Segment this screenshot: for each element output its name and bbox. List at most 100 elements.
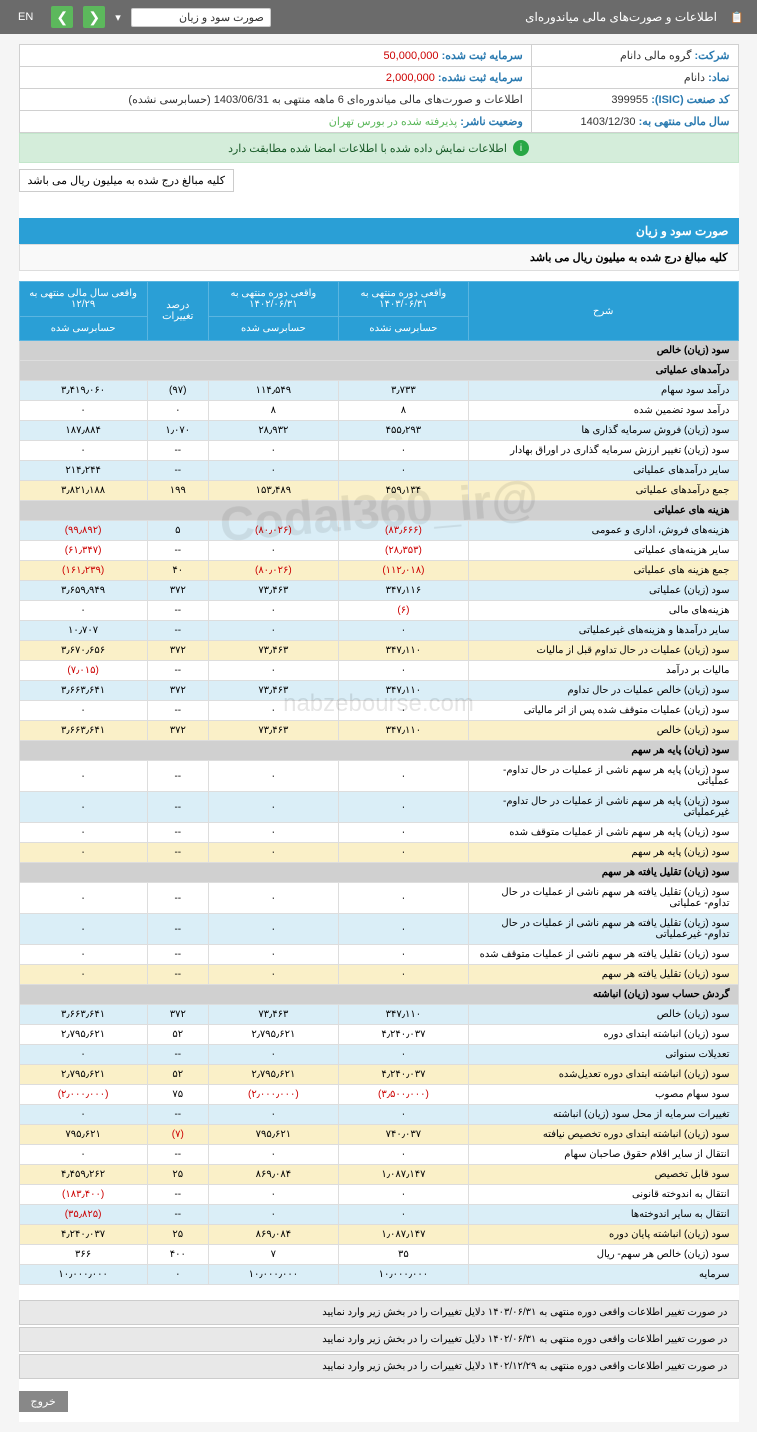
capital-unreg-value: 2,000,000 — [386, 72, 435, 84]
row-value: -- — [147, 621, 208, 641]
row-value: ۱۸۷٫۸۸۴ — [19, 421, 147, 441]
row-value: ۳٫۸۲۱٫۱۸۸ — [19, 481, 147, 501]
row-value: (۲٫۰۰۰٫۰۰۰) — [19, 1085, 147, 1105]
row-value: ۰ — [338, 1045, 468, 1065]
row-value: ۴٫۲۴۰٫۰۳۷ — [19, 1225, 147, 1245]
row-value: -- — [147, 965, 208, 985]
row-value: ۰ — [19, 701, 147, 721]
dropdown-arrow-icon[interactable]: ▾ — [115, 11, 121, 24]
table-row: سود (زیان) عملیات در حال تداوم قبل از ما… — [19, 641, 738, 661]
row-value: ۰ — [147, 1265, 208, 1285]
table-row: سود (زیان) تقلیل یافته هر سهم۰۰--۰ — [19, 965, 738, 985]
row-value: (۳۵٫۸۲۵) — [19, 1205, 147, 1225]
row-value: (۱۶۱٫۲۳۹) — [19, 561, 147, 581]
row-value: ۸ — [208, 401, 338, 421]
table-row: تغییرات سرمایه از محل سود (زیان) انباشته… — [19, 1105, 738, 1125]
info-icon: i — [513, 140, 529, 156]
row-label: تعدیلات سنواتی — [468, 1045, 738, 1065]
row-value: ۰ — [338, 621, 468, 641]
row-value: ۰ — [338, 661, 468, 681]
report-dropdown[interactable]: صورت سود و زیان — [131, 8, 271, 27]
row-value: ۸۶۹٫۰۸۴ — [208, 1165, 338, 1185]
group-label: هزینه های عملیاتی — [19, 501, 738, 521]
row-value: ۳٫۶۶۳٫۶۴۱ — [19, 681, 147, 701]
row-value: ۱٫۰۸۷٫۱۴۷ — [338, 1225, 468, 1245]
row-label: سود (زیان) خالص — [468, 1005, 738, 1025]
row-value: ۰ — [208, 823, 338, 843]
table-row: سود (زیان) پایه هر سهم۰۰--۰ — [19, 843, 738, 863]
row-value: ۱۰٫۷۰۷ — [19, 621, 147, 641]
table-row: سود (زیان) فروش سرمایه گذاری ها۴۵۵٫۲۹۳۲۸… — [19, 421, 738, 441]
row-value: ۰ — [208, 883, 338, 914]
row-value: ۰ — [208, 601, 338, 621]
row-label: سود (زیان) عملیاتی — [468, 581, 738, 601]
row-value: ۰ — [338, 1145, 468, 1165]
table-row: سود (زیان) تغییر ارزش سرمایه گذاری در او… — [19, 441, 738, 461]
col-year: واقعی سال مالی منتهی به ۱۲/۲۹ — [19, 282, 147, 317]
row-value: ۰ — [208, 1145, 338, 1165]
company-info-table: شرکت: گروه مالی دانام سرمایه ثبت شده: 50… — [19, 44, 739, 133]
row-value: (۸۰٫۰۲۶) — [208, 521, 338, 541]
row-value: ۳٫۴۱۹٫۰۶۰ — [19, 381, 147, 401]
row-value: -- — [147, 883, 208, 914]
row-label: انتقال به اندوخته‌ قانونی — [468, 1185, 738, 1205]
row-label: سود قابل تخصیص — [468, 1165, 738, 1185]
row-value: ۰ — [338, 883, 468, 914]
row-value: ۰ — [208, 1105, 338, 1125]
row-value: ۰ — [208, 1205, 338, 1225]
table-row: جمع هزینه های عملیاتی(۱۱۲٫۰۱۸)(۸۰٫۰۲۶)۴۰… — [19, 561, 738, 581]
row-value: (۱۸۳٫۴۰۰) — [19, 1185, 147, 1205]
row-label: سود (زیان) پایه هر سهم ناشی از عملیات در… — [468, 761, 738, 792]
table-row: سود (زیان) خالص هر سهم- ریال۳۵۷۴۰۰۳۶۶ — [19, 1245, 738, 1265]
section-title: صورت سود و زیان — [19, 218, 739, 244]
row-value: ۷۹۵٫۶۲۱ — [208, 1125, 338, 1145]
row-value: ۱٫۰۷۰ — [147, 421, 208, 441]
row-value: ۰ — [208, 461, 338, 481]
row-value: (۷) — [147, 1125, 208, 1145]
row-value: (۸۰٫۰۲۶) — [208, 561, 338, 581]
table-row: سایر درآمدهای عملیاتی۰۰--۲۱۴٫۲۴۴ — [19, 461, 738, 481]
row-value: ۰ — [338, 823, 468, 843]
table-row: هزینه‌های مالی(۶)۰--۰ — [19, 601, 738, 621]
row-value: -- — [147, 701, 208, 721]
row-value: ۰ — [208, 945, 338, 965]
table-row: سود (زیان) تقلیل یافته هر سهم ناشی از عم… — [19, 883, 738, 914]
row-label: سود (زیان) تقلیل یافته هر سهم ناشی از عم… — [468, 945, 738, 965]
row-value: (۸۳٫۶۶۶) — [338, 521, 468, 541]
row-value: ۷۵ — [147, 1085, 208, 1105]
exit-button[interactable]: خروج — [19, 1391, 68, 1412]
footer-note-3: در صورت تغییر اطلاعات واقعی دوره منتهی ب… — [19, 1354, 739, 1379]
row-value: ۰ — [338, 1105, 468, 1125]
next-button[interactable]: ❯ — [51, 6, 73, 28]
table-row: انتقال به اندوخته‌ قانونی۰۰--(۱۸۳٫۴۰۰) — [19, 1185, 738, 1205]
prev-button[interactable]: ❮ — [83, 6, 105, 28]
table-row: سرمایه۱۰٫۰۰۰٫۰۰۰۱۰٫۰۰۰٫۰۰۰۰۱۰٫۰۰۰٫۰۰۰ — [19, 1265, 738, 1285]
language-toggle[interactable]: EN — [10, 9, 41, 25]
row-value: ۷۳٫۴۶۳ — [208, 1005, 338, 1025]
row-label: سود (زیان) خالص هر سهم- ریال — [468, 1245, 738, 1265]
table-row: جمع درآمدهای عملیاتی۴۵۹٫۱۳۴۱۵۳٫۴۸۹۱۹۹۳٫۸… — [19, 481, 738, 501]
table-row: درآمدهای عملیاتی — [19, 361, 738, 381]
row-label: سود (زیان) تقلیل یافته هر سهم ناشی از عم… — [468, 883, 738, 914]
row-value: ۷۳٫۴۶۳ — [208, 681, 338, 701]
row-label: تغییرات سرمایه از محل سود (زیان) انباشته — [468, 1105, 738, 1125]
row-value: ۳٫۶۵۹٫۹۴۹ — [19, 581, 147, 601]
row-label: سود (زیان) پایه هر سهم — [468, 843, 738, 863]
table-row: درآمد سود تضمین شده۸۸۰۰ — [19, 401, 738, 421]
row-value: ۳۵ — [338, 1245, 468, 1265]
table-row: سود (زیان) انباشته‌ پايان‌ دوره۱٫۰۸۷٫۱۴۷… — [19, 1225, 738, 1245]
row-value: ۳۴۷٫۱۱۰ — [338, 1005, 468, 1025]
row-label: سود (زیان) تقلیل یافته هر سهم — [468, 965, 738, 985]
row-value: ۰ — [338, 945, 468, 965]
alert-text: اطلاعات نمایش داده شده با اطلاعات امضا ش… — [228, 142, 507, 155]
row-value: -- — [147, 661, 208, 681]
col-sub5: حسابرسی شده — [19, 317, 147, 341]
row-value: ۵۲ — [147, 1025, 208, 1045]
row-value: ۰ — [208, 761, 338, 792]
row-value: ۲۸٫۹۳۲ — [208, 421, 338, 441]
row-label: سایر درآمدهای عملیاتی — [468, 461, 738, 481]
row-value: ۰ — [19, 1045, 147, 1065]
row-value: ۱۰٫۰۰۰٫۰۰۰ — [208, 1265, 338, 1285]
table-row: سود (زیان) خالص عملیات در حال تداوم۳۴۷٫۱… — [19, 681, 738, 701]
footer-note-2: در صورت تغییر اطلاعات واقعی دوره منتهی ب… — [19, 1327, 739, 1352]
